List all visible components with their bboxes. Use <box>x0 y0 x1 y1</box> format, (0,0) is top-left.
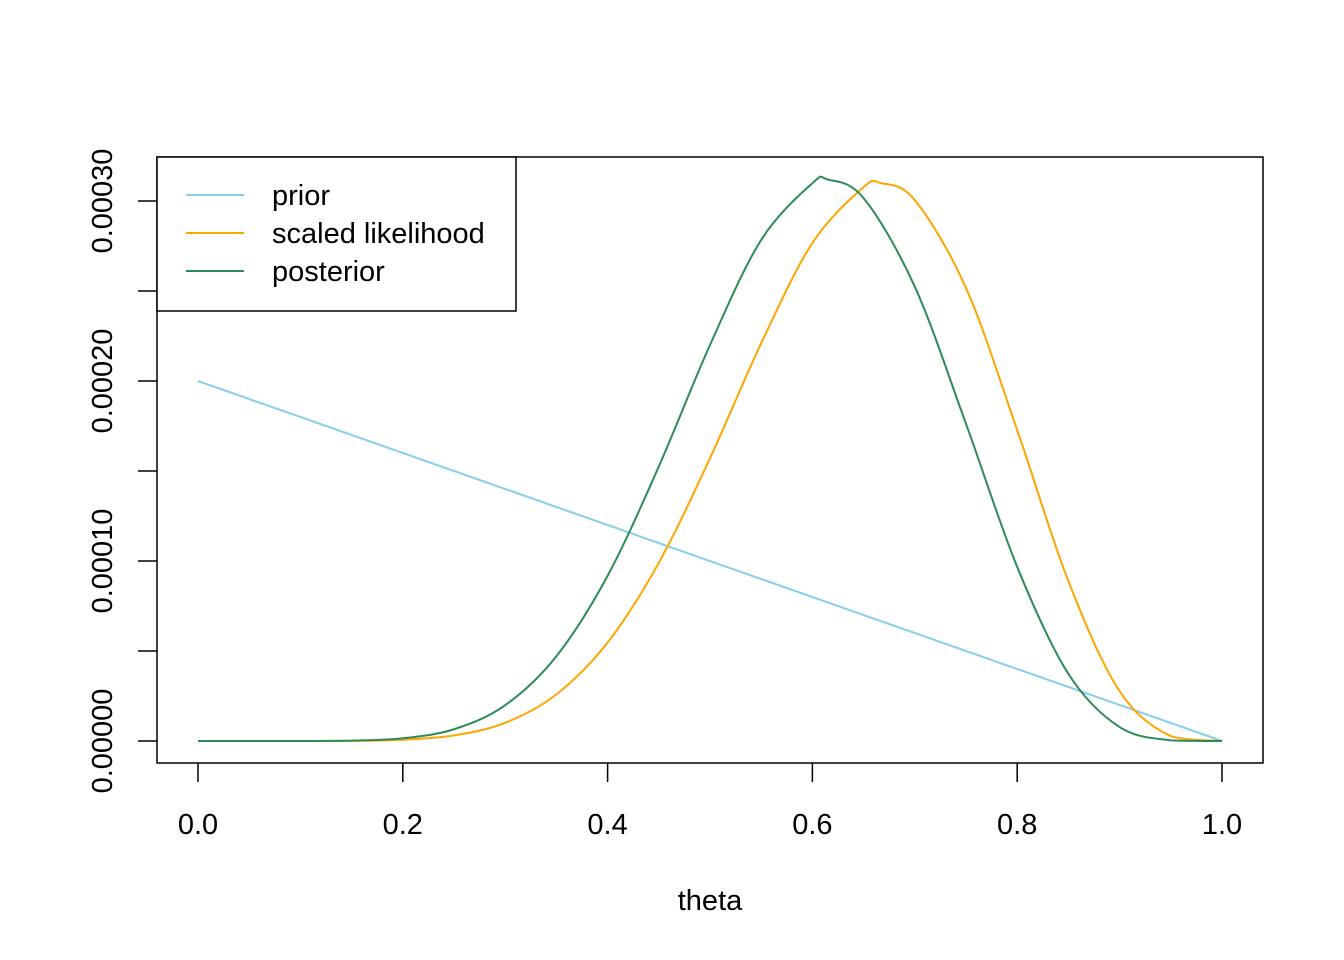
x-tick-label: 0.4 <box>587 809 627 841</box>
x-tick-label: 0.8 <box>997 809 1037 841</box>
legend-label: prior <box>272 180 330 212</box>
legend-label: scaled likelihood <box>272 218 485 250</box>
x-tick-label: 1.0 <box>1202 809 1242 841</box>
x-axis-title: theta <box>678 885 743 917</box>
legend: prior scaled likelihood posterior <box>156 156 517 312</box>
y-tick-label: 0.00030 <box>87 149 119 254</box>
y-axis: 0.00000 0.00010 0.00020 0.00030 <box>87 149 157 794</box>
x-tick-label: 0.0 <box>178 809 218 841</box>
series-line-scaled-likelihood <box>198 179 1223 742</box>
y-tick-label: 0.00010 <box>87 509 119 614</box>
series-line-posterior <box>198 175 1223 742</box>
plot-frame <box>156 156 1264 764</box>
x-tick-label: 0.6 <box>792 809 832 841</box>
y-tick-label: 0.00000 <box>87 689 119 794</box>
x-tick-label: 0.2 <box>383 809 423 841</box>
legend-label: posterior <box>272 256 385 288</box>
series-layer <box>197 175 1223 742</box>
x-axis: 0.0 0.2 0.4 0.6 0.8 1.0 <box>178 763 1242 841</box>
series-line-prior <box>197 380 1223 742</box>
y-tick-label: 0.00020 <box>87 329 119 434</box>
